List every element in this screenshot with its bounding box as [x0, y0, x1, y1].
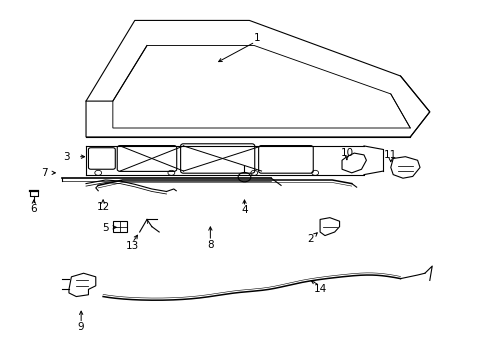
- Text: 13: 13: [125, 241, 139, 251]
- Text: 9: 9: [78, 322, 84, 332]
- Text: 7: 7: [41, 168, 48, 178]
- Text: 1: 1: [253, 33, 260, 43]
- Bar: [113, 221, 127, 232]
- Text: 6: 6: [30, 204, 37, 214]
- Text: 2: 2: [306, 234, 313, 244]
- Text: 8: 8: [206, 239, 213, 249]
- Text: 10: 10: [340, 148, 353, 158]
- Text: 4: 4: [241, 206, 247, 216]
- Text: 5: 5: [102, 224, 109, 233]
- Text: 14: 14: [313, 284, 326, 294]
- Text: 11: 11: [384, 150, 397, 160]
- Text: 3: 3: [63, 152, 70, 162]
- Text: 12: 12: [96, 202, 109, 212]
